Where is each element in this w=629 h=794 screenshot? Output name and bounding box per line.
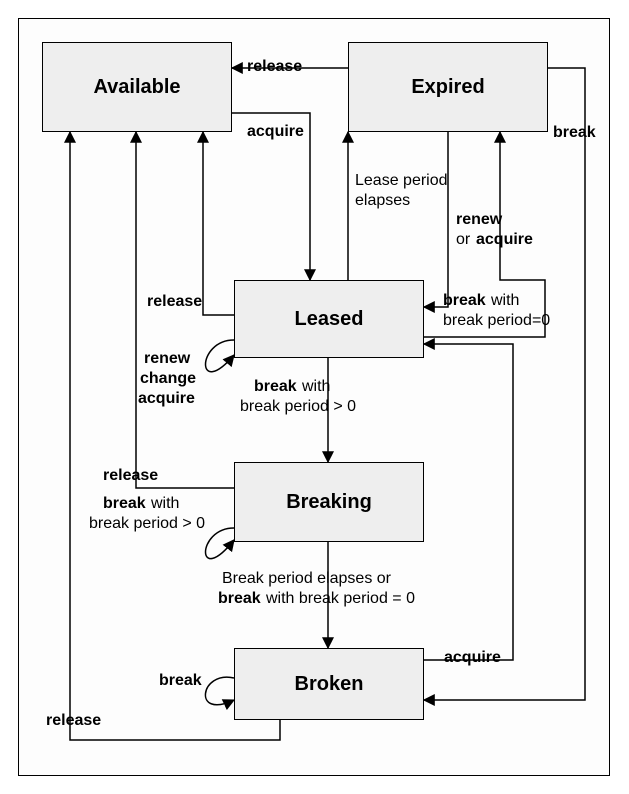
edge-label-break_self: break <box>159 672 202 690</box>
edge-label-bp_elapses_2a: break <box>218 590 261 608</box>
edge-label-break_gt0a_1: break <box>254 378 297 396</box>
edge-label-renew_change_acq_2: change <box>140 370 196 388</box>
node-label: Breaking <box>286 491 372 514</box>
edge-label-break_gt0b_2: break period > 0 <box>89 515 205 533</box>
edge-label-break_bp0_1b: with <box>491 292 519 310</box>
node-breaking: Breaking <box>234 462 424 542</box>
edge-label-break_right: break <box>553 124 596 142</box>
edge-label-release_top: release <box>247 58 302 76</box>
edge-label-renew_change_acq_3: acquire <box>138 390 195 408</box>
edge-label-break_gt0b_1: break <box>103 495 146 513</box>
edge-label-lease_period_2: elapses <box>355 192 410 210</box>
edge-label-release_mid: release <box>147 293 202 311</box>
node-label: Leased <box>295 308 364 331</box>
edge-label-break_bp0_2: break period=0 <box>443 312 550 330</box>
edge-label-lease_period_1: Lease period <box>355 172 448 190</box>
node-broken: Broken <box>234 648 424 720</box>
edge-label-renew_or_acq_2a: or <box>456 231 470 249</box>
node-label: Available <box>93 76 180 99</box>
node-leased: Leased <box>234 280 424 358</box>
edge-label-release_bottom: release <box>46 712 101 730</box>
edge-label-break_gt0b_1b: with <box>151 495 179 513</box>
node-label: Expired <box>411 76 484 99</box>
edge-label-break_gt0a_1b: with <box>302 378 330 396</box>
node-expired: Expired <box>348 42 548 132</box>
edge-label-renew_change_acq_1: renew <box>144 350 190 368</box>
node-label: Broken <box>295 673 364 696</box>
edge-label-release_low: release <box>103 467 158 485</box>
edge-label-break_bp0_1: break <box>443 292 486 310</box>
edge-label-renew_or_acq_1: renew <box>456 211 502 229</box>
edge-label-break_gt0a_2: break period > 0 <box>240 398 356 416</box>
node-available: Available <box>42 42 232 132</box>
edge-label-acquire_top: acquire <box>247 123 304 141</box>
edge-label-bp_elapses_1: Break period elapses or <box>222 570 391 588</box>
edge-label-acquire_right: acquire <box>444 649 501 667</box>
edge-label-renew_or_acq_2b: acquire <box>476 231 533 249</box>
edge-label-bp_elapses_2b: with break period = 0 <box>266 590 415 608</box>
